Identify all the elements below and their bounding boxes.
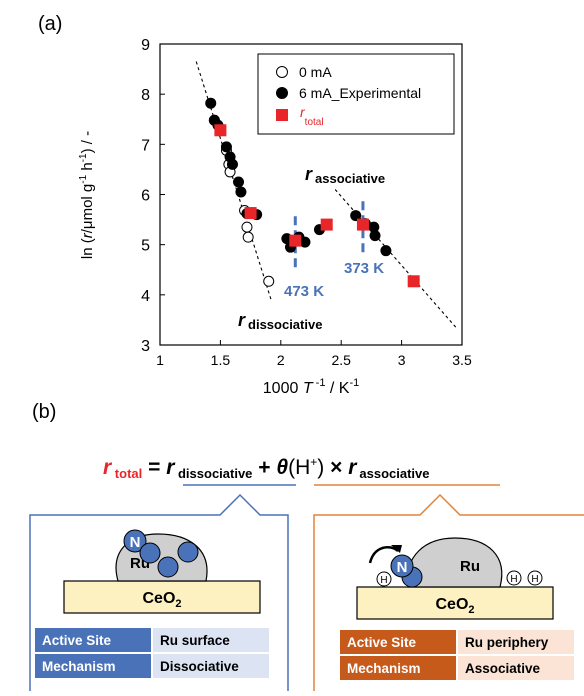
table-key-cell bbox=[35, 654, 151, 678]
n-atom-left-4 bbox=[157, 556, 179, 578]
ceo2-support-right bbox=[356, 586, 554, 620]
point-6ma bbox=[380, 245, 392, 257]
x-tick-label: 2.5 bbox=[331, 352, 351, 368]
legend-label-total: rtotal bbox=[300, 104, 324, 128]
n-label-right: N bbox=[397, 559, 408, 576]
x-tick-label: 1.5 bbox=[211, 352, 231, 368]
ceo2-support-left bbox=[63, 580, 261, 614]
y-tick-label: 3 bbox=[141, 338, 150, 355]
point-r-total bbox=[244, 207, 257, 220]
table-key: Mechanism bbox=[347, 661, 421, 676]
right-catalyst-illustration: CeO2 Ru N H H H bbox=[356, 537, 554, 620]
rate-equation: r total = r dissociative + θ(H+) × r asso… bbox=[103, 455, 500, 486]
legend-label-0ma: 0 mA bbox=[299, 64, 332, 80]
n-label-left: N bbox=[130, 534, 141, 551]
point-r-total bbox=[320, 218, 333, 231]
point-6ma bbox=[369, 230, 381, 242]
table-key-cell bbox=[340, 656, 456, 680]
equation-text: r total = r dissociative + θ(H+) × r asso… bbox=[103, 455, 430, 481]
y-tick-label: 7 bbox=[141, 137, 150, 154]
table-value: Associative bbox=[465, 661, 541, 676]
h-label-3: H bbox=[531, 574, 538, 585]
label-r-dissociative: r dissociative bbox=[238, 310, 322, 332]
h-label-1: H bbox=[380, 575, 387, 586]
h-atom-1 bbox=[376, 571, 392, 587]
table-value: Ru surface bbox=[160, 633, 230, 648]
y-tick-label: 6 bbox=[141, 188, 150, 205]
label-473k: 473 K bbox=[284, 283, 324, 300]
point-6ma bbox=[205, 97, 217, 109]
left-property-table: Active Site Ru surface Mechanism Dissociati… bbox=[35, 628, 269, 678]
point-6ma bbox=[368, 221, 380, 233]
y-axis-label: ln (r/μmol g-1 h-1) / - bbox=[78, 131, 96, 259]
point-6ma bbox=[235, 186, 247, 198]
legend-label-6ma: 6 mA_Experimental bbox=[299, 85, 421, 101]
y-tick-label: 5 bbox=[141, 238, 150, 255]
ceo2-label-left: CeO2 bbox=[142, 590, 181, 610]
table-value: Ru periphery bbox=[465, 635, 549, 650]
n-atom-left bbox=[123, 529, 147, 553]
table-value-cell bbox=[458, 630, 574, 654]
table-key-cell bbox=[340, 630, 456, 654]
point-0ma bbox=[263, 275, 275, 287]
point-r-total bbox=[214, 124, 227, 137]
point-6ma bbox=[233, 176, 245, 188]
n-atom-right bbox=[390, 554, 414, 578]
table-value-cell bbox=[153, 628, 269, 652]
right-property-table: Active Site Ru periphery Mechanism Associat… bbox=[340, 630, 574, 680]
x-tick-label: 1 bbox=[156, 352, 164, 368]
h-label-2: H bbox=[510, 574, 517, 585]
ceo2-label-right: CeO2 bbox=[435, 596, 474, 616]
h-atom-2 bbox=[506, 570, 522, 586]
table-key: Active Site bbox=[42, 633, 112, 648]
x-axis-label: 1000 T -1 / K-1 bbox=[263, 377, 359, 397]
point-0ma bbox=[242, 231, 254, 243]
point-6ma bbox=[220, 141, 232, 153]
x-tick-label: 2 bbox=[277, 352, 285, 368]
n-atom-left-3 bbox=[177, 541, 199, 563]
table-key-cell bbox=[35, 628, 151, 652]
table-value-cell bbox=[458, 656, 574, 680]
migration-arrow-icon bbox=[368, 545, 399, 564]
right-callout-box bbox=[313, 493, 584, 691]
legend-red-square-icon bbox=[276, 109, 288, 121]
point-0ma bbox=[241, 221, 253, 233]
legend-filled-circle-icon bbox=[276, 87, 288, 99]
y-tick-label: 9 bbox=[141, 37, 150, 54]
point-r-total bbox=[289, 234, 302, 247]
panel-b-label: (b) bbox=[32, 401, 56, 423]
ru-label-right: Ru bbox=[460, 558, 480, 575]
data-points bbox=[205, 97, 420, 288]
temperature-markers bbox=[293, 197, 365, 268]
x-tick-label: 3.5 bbox=[452, 352, 472, 368]
label-r-associative: r associative bbox=[305, 164, 385, 186]
table-value-cell bbox=[153, 654, 269, 678]
table-value: Dissociative bbox=[160, 659, 239, 674]
n-atom-left-2 bbox=[139, 542, 161, 564]
left-catalyst-illustration: CeO2 Ru N bbox=[63, 529, 261, 614]
legend-open-circle-icon bbox=[276, 66, 288, 78]
point-6ma bbox=[226, 158, 238, 170]
legend: 0 mA 6 mA_Experimental rtotal bbox=[257, 53, 455, 135]
point-r-total bbox=[356, 218, 369, 231]
point-r-total bbox=[407, 275, 420, 288]
y-tick-label: 8 bbox=[141, 87, 150, 104]
h-atom-3 bbox=[527, 570, 543, 586]
axis-ticks: 1 1.5 2 2.5 3 3.5 3 4 5 6 7 8 9 bbox=[141, 37, 472, 368]
table-key: Active Site bbox=[347, 635, 417, 650]
panel-a-label: (a) bbox=[38, 13, 62, 35]
label-373k: 373 K bbox=[344, 260, 384, 277]
fit-line bbox=[334, 189, 457, 328]
point-6ma bbox=[299, 236, 311, 248]
table-key: Mechanism bbox=[42, 659, 116, 674]
point-6ma bbox=[350, 210, 362, 222]
y-tick-label: 4 bbox=[141, 288, 150, 305]
legend-box bbox=[257, 53, 455, 135]
left-callout-box bbox=[29, 493, 289, 691]
x-tick-label: 3 bbox=[398, 352, 406, 368]
arrow-head-icon bbox=[391, 545, 402, 553]
